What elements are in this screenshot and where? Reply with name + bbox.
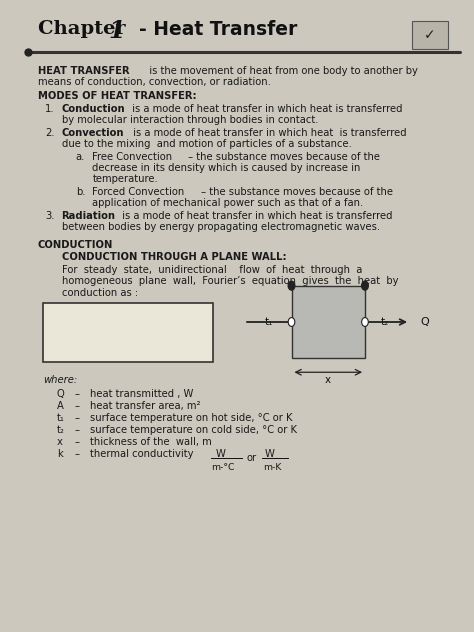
Text: kA(t: kA(t: [107, 312, 132, 325]
Text: means of conduction, convection, or radiation.: means of conduction, convection, or radi…: [38, 77, 271, 87]
Text: For  steady  state,  unidirectional    flow  of  heat  through  a: For steady state, unidirectional flow of…: [62, 265, 362, 275]
Text: – the substance moves because of the: – the substance moves because of the: [198, 187, 392, 197]
Text: t₂: t₂: [57, 425, 65, 435]
Text: − t: − t: [138, 312, 161, 325]
Text: temperature.: temperature.: [92, 174, 158, 185]
Text: –: –: [75, 389, 80, 399]
Text: - Heat Transfer: - Heat Transfer: [126, 20, 297, 39]
Text: where:: where:: [43, 375, 77, 386]
Text: 1.: 1.: [45, 104, 55, 114]
Text: heat transmitted , W: heat transmitted , W: [90, 389, 193, 399]
Text: Chapter: Chapter: [38, 20, 132, 38]
Text: decrease in its density which is caused by increase in: decrease in its density which is caused …: [92, 163, 361, 173]
Text: 1: 1: [133, 317, 139, 326]
Text: or: or: [246, 453, 256, 463]
Text: by molecular interaction through bodies in contact.: by molecular interaction through bodies …: [62, 115, 318, 125]
Text: t₂: t₂: [381, 317, 389, 327]
Circle shape: [288, 281, 295, 290]
Circle shape: [362, 281, 368, 290]
Text: W: W: [216, 449, 226, 459]
Text: A: A: [57, 401, 64, 411]
Text: t₁: t₁: [57, 413, 65, 423]
Text: Forced Convection: Forced Convection: [92, 187, 185, 197]
Text: due to the mixing  and motion of particles of a substance.: due to the mixing and motion of particle…: [62, 139, 352, 149]
Text: –: –: [75, 413, 80, 423]
Circle shape: [362, 318, 368, 327]
Text: application of mechanical power such as that of a fan.: application of mechanical power such as …: [92, 198, 364, 209]
Text: k: k: [57, 449, 63, 459]
Text: Conduction: Conduction: [62, 104, 125, 114]
Text: is a mode of heat transfer in which heat is transferred: is a mode of heat transfer in which heat…: [119, 211, 393, 221]
Text: a.: a.: [76, 152, 85, 162]
Text: m-K: m-K: [264, 463, 282, 471]
Text: x: x: [133, 337, 140, 350]
Text: Q: Q: [420, 317, 429, 327]
Text: MODES OF HEAT TRANSFER:: MODES OF HEAT TRANSFER:: [38, 91, 197, 101]
Text: 2.: 2.: [45, 128, 55, 138]
Text: 2: 2: [157, 317, 163, 326]
Text: Q: Q: [57, 389, 64, 399]
Text: heat transfer area, m²: heat transfer area, m²: [90, 401, 201, 411]
Text: HEAT TRANSFER: HEAT TRANSFER: [38, 66, 129, 76]
Text: Radiation: Radiation: [62, 211, 116, 221]
Text: CONDUCTION: CONDUCTION: [38, 240, 113, 250]
Bar: [292, 286, 365, 358]
Text: is a mode of heat transfer in which heat is transferred: is a mode of heat transfer in which heat…: [129, 104, 402, 114]
Text: t₁: t₁: [264, 317, 273, 327]
Text: surface temperature on hot side, °C or K: surface temperature on hot side, °C or K: [90, 413, 292, 423]
Text: b.: b.: [76, 187, 85, 197]
Text: x: x: [325, 375, 331, 385]
Text: between bodies by energy propagating electromagnetic waves.: between bodies by energy propagating ele…: [62, 222, 380, 233]
Text: Convection: Convection: [62, 128, 124, 138]
Text: 1: 1: [108, 19, 125, 43]
Text: –: –: [75, 437, 80, 447]
Text: W: W: [264, 449, 274, 459]
Bar: [43, 303, 213, 362]
Text: 3.: 3.: [45, 211, 55, 221]
Text: ✓: ✓: [424, 28, 436, 42]
Text: m-°C: m-°C: [211, 463, 235, 471]
Text: is the movement of heat from one body to another by: is the movement of heat from one body to…: [143, 66, 418, 76]
Text: conduction as :: conduction as :: [62, 288, 138, 298]
Bar: [412, 21, 448, 49]
Text: Free Convection: Free Convection: [92, 152, 173, 162]
Text: CONDUCTION THROUGH A PLANE WALL:: CONDUCTION THROUGH A PLANE WALL:: [62, 252, 286, 262]
Text: thickness of the  wall, m: thickness of the wall, m: [90, 437, 212, 447]
Text: – the substance moves because of the: – the substance moves because of the: [185, 152, 380, 162]
Text: –: –: [75, 401, 80, 411]
Text: ): ): [161, 312, 166, 325]
Text: x: x: [57, 437, 63, 447]
Text: –: –: [75, 449, 80, 459]
Text: is a mode of heat transfer in which heat  is transferred: is a mode of heat transfer in which heat…: [130, 128, 407, 138]
Text: k: k: [325, 315, 332, 329]
Text: Q  =: Q =: [59, 326, 88, 339]
Text: surface temperature on cold side, °C or K: surface temperature on cold side, °C or …: [90, 425, 297, 435]
Text: homogeneous  plane  wall,  Fourier’s  equation  gives  the  heat  by: homogeneous plane wall, Fourier’s equati…: [62, 276, 398, 286]
Circle shape: [288, 318, 295, 327]
Text: thermal conductivity: thermal conductivity: [90, 449, 193, 459]
Text: –: –: [75, 425, 80, 435]
